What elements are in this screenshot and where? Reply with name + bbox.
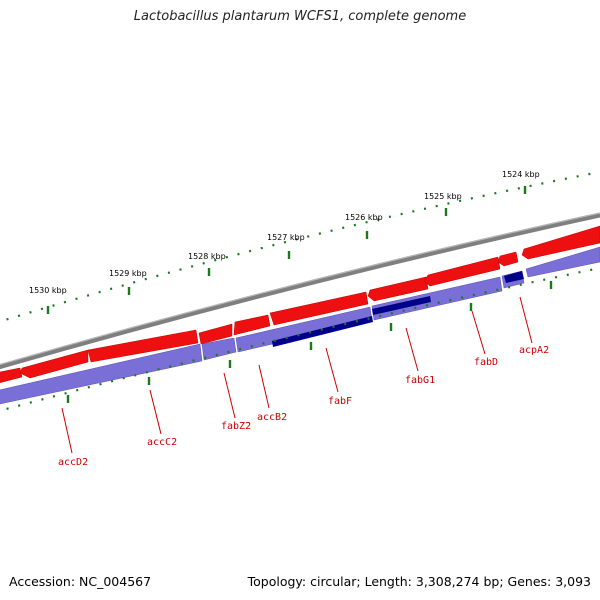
gene-forward-arrow [233, 314, 271, 336]
gene-label-acpA2: acpA2 [519, 345, 549, 356]
forward-strand-genes [0, 225, 600, 383]
gene-reverse-bar [371, 276, 503, 321]
reverse-strand-highlights [272, 271, 524, 347]
inner-major-ticks [66, 281, 553, 403]
gene-reverse-bar [0, 343, 203, 405]
gene-forward-arrow [87, 329, 199, 363]
accession-label: Accession: NC_004567 [9, 574, 152, 589]
outer-scale-dots [0, 170, 600, 323]
scale-label-1525: 1525 kbp [424, 192, 462, 201]
inner-scale-dots [0, 266, 600, 412]
outer-major-ticks [46, 186, 527, 314]
gene-forward-arrow [423, 256, 501, 287]
gene-label-accC2: accC2 [147, 437, 177, 448]
gene-forward-arrow [521, 225, 600, 260]
genome-backbone [0, 212, 600, 370]
genome-backbone-highlight [0, 212, 600, 366]
gene-forward-arrow [269, 291, 369, 326]
gene-forward-arrow [19, 349, 89, 379]
gene-reverse-highlight [372, 296, 431, 315]
reverse-strand-genes [0, 246, 600, 405]
gene-label-leaders [61, 296, 533, 454]
scale-label-1528: 1528 kbp [188, 252, 226, 261]
gene-reverse-highlight [504, 271, 524, 283]
gene-label-fabG1: fabG1 [405, 375, 435, 386]
gene-reverse-bar [201, 337, 237, 361]
gene-forward-arrow [198, 323, 233, 345]
gene-reverse-bar [525, 246, 600, 278]
gene-reverse-highlight [272, 316, 373, 347]
gene-label-fabF: fabF [328, 396, 352, 407]
gene-label-fabZ2: fabZ2 [221, 421, 251, 432]
scale-label-1526: 1526 kbp [345, 213, 383, 222]
gene-label-accB2: accB2 [257, 412, 287, 423]
gene-label-fabD: fabD [474, 357, 498, 368]
scale-label-1530: 1530 kbp [29, 286, 67, 295]
scale-label-1524: 1524 kbp [502, 170, 540, 179]
gene-forward-arrow [0, 367, 23, 383]
genome-summary: Topology: circular; Length: 3,308,274 bp… [247, 574, 591, 589]
scale-label-1529: 1529 kbp [109, 269, 147, 278]
map-title: Lactobacillus plantarum WCFS1, complete … [133, 9, 467, 24]
gene-label-accD2: accD2 [58, 457, 88, 468]
gene-forward-arrow [367, 276, 429, 302]
scale-label-1527: 1527 kbp [267, 233, 305, 242]
gene-forward-arrow [497, 251, 519, 267]
